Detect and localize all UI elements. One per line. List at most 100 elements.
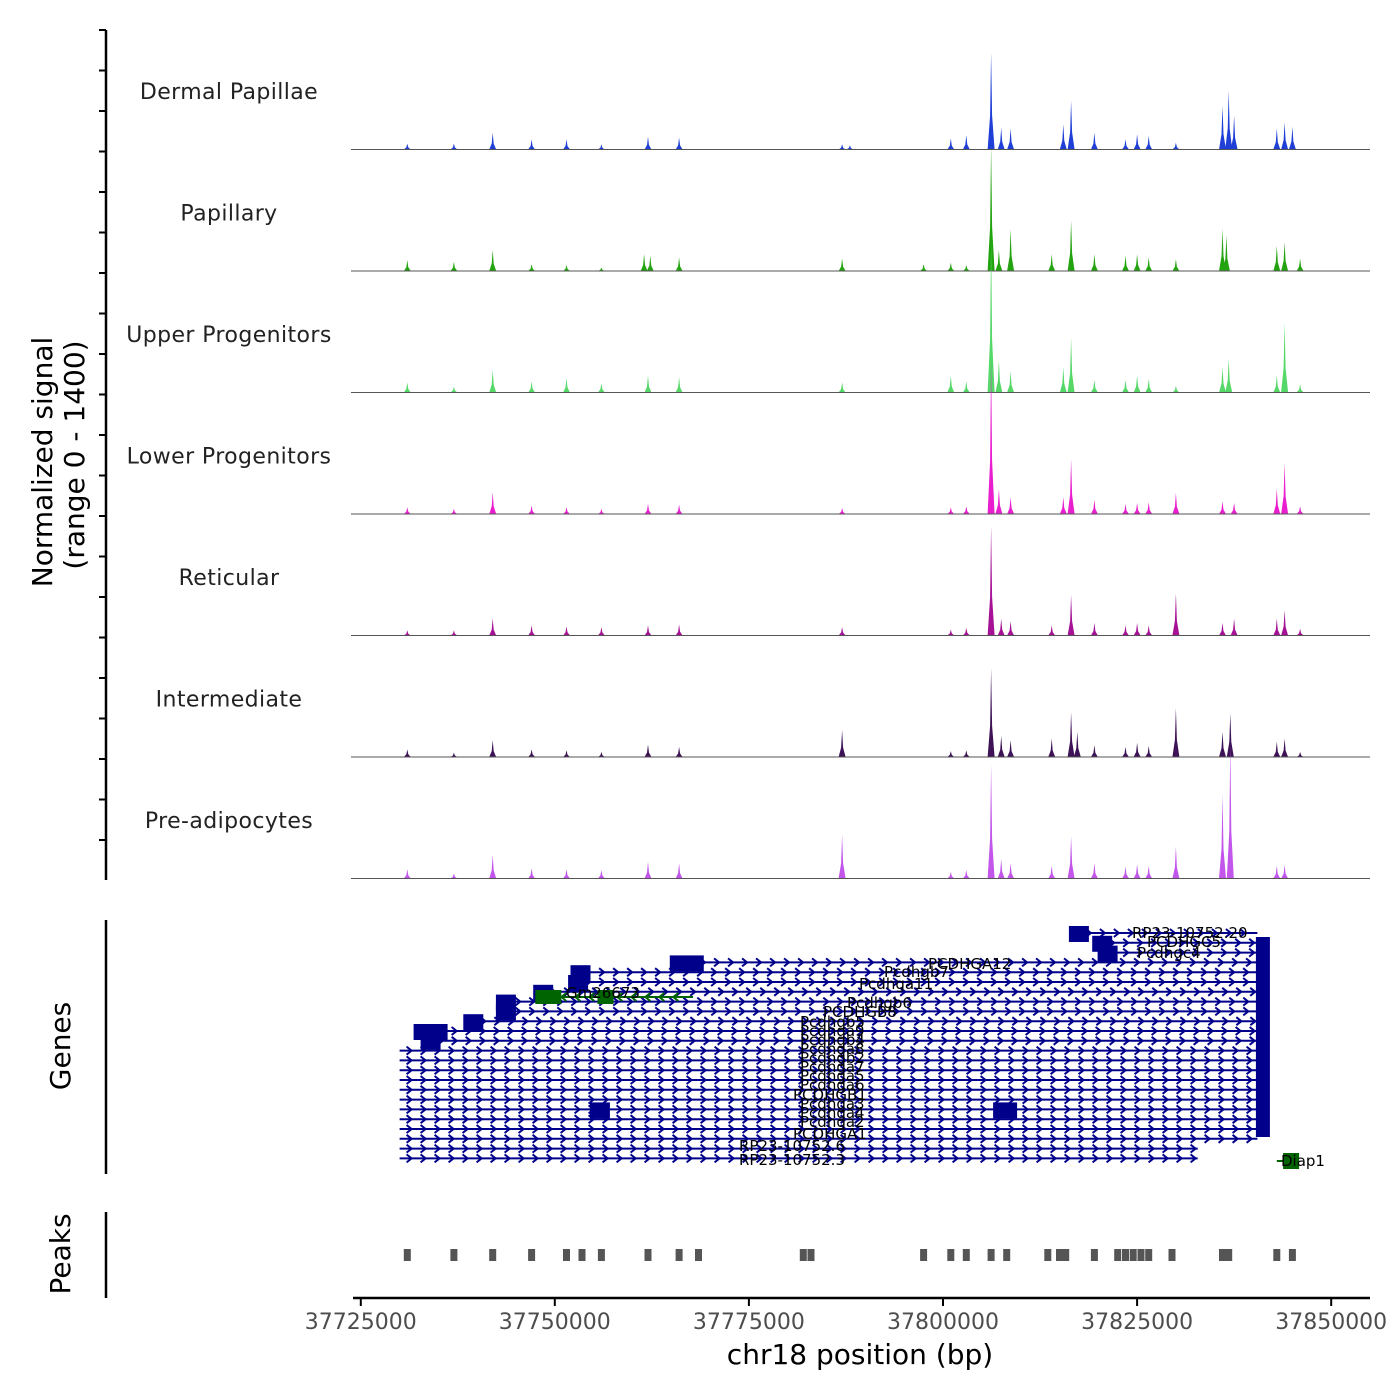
strand-chevron: [1077, 1045, 1086, 1056]
strand-chevron: [853, 957, 861, 968]
signal-peak: [987, 144, 995, 271]
signal-peak: [675, 746, 683, 757]
strand-chevron: [1119, 1114, 1128, 1124]
strand-chevron: [850, 996, 858, 1007]
strand-chevron: [825, 1094, 834, 1105]
strand-chevron: [661, 1036, 669, 1046]
strand-chevron: [783, 1104, 792, 1115]
strand-chevron: [405, 1045, 414, 1056]
strand-chevron: [843, 1026, 851, 1036]
strand-chevron: [1175, 1094, 1184, 1105]
signal-peak: [987, 240, 995, 393]
strand-chevron: [433, 1114, 442, 1124]
strand-chevron: [573, 1085, 582, 1095]
strand-chevron: [1077, 1124, 1086, 1134]
transcript: [399, 1153, 1198, 1164]
strand-chevron: [1192, 947, 1200, 958]
strand-chevron: [895, 1055, 904, 1066]
strand-chevron: [1161, 1085, 1170, 1095]
signal-peak: [1219, 105, 1226, 150]
strand-chevron: [643, 1094, 652, 1105]
strand-chevron: [990, 996, 998, 1007]
strand-chevron: [573, 1045, 582, 1056]
signal-peak: [1048, 865, 1056, 879]
strand-chevron: [475, 1065, 484, 1075]
strand-chevron: [741, 1094, 750, 1105]
strand-chevron: [601, 1065, 610, 1075]
signal-peak: [489, 492, 497, 514]
strand-chevron: [584, 996, 592, 1007]
strand-chevron: [1161, 1143, 1170, 1154]
strand-chevron: [1119, 1055, 1128, 1066]
strand-chevron: [703, 987, 711, 997]
strand-chevron: [1189, 1143, 1198, 1154]
peak-region: [489, 1249, 497, 1261]
strand-chevron: [1004, 977, 1012, 987]
strand-chevron: [521, 1036, 529, 1046]
gene-label: PCDHGA1: [793, 1125, 867, 1143]
strand-chevron: [738, 1006, 746, 1017]
signal-peak: [1133, 742, 1141, 757]
strand-chevron: [951, 1085, 960, 1095]
signal-peak: [1090, 622, 1098, 636]
strand-chevron: [615, 1094, 624, 1105]
strand-chevron: [878, 967, 886, 977]
strand-chevron: [549, 1036, 557, 1046]
strand-chevron: [1133, 957, 1141, 968]
strand-chevron: [710, 1006, 718, 1017]
strand-chevron: [1220, 938, 1228, 948]
strand-chevron: [703, 1016, 711, 1026]
strand-chevron: [937, 1143, 946, 1154]
strand-chevron: [1144, 996, 1152, 1007]
strand-chevron: [1175, 1045, 1184, 1056]
strand-chevron: [1203, 957, 1211, 968]
strand-chevron: [1067, 1026, 1075, 1036]
strand-chevron: [696, 1006, 704, 1017]
strand-chevron: [825, 1055, 834, 1066]
strand-chevron: [1053, 1026, 1061, 1036]
strand-chevron: [1175, 957, 1183, 968]
strand-chevron: [619, 1036, 627, 1046]
strand-chevron: [503, 1065, 512, 1075]
strand-chevron: [671, 1094, 680, 1105]
strand-chevron: [755, 1055, 764, 1066]
strand-chevron: [654, 1006, 662, 1017]
strand-chevron: [839, 1085, 848, 1095]
strand-chevron: [1091, 1134, 1100, 1144]
strand-chevron: [587, 1124, 596, 1134]
signal-peak: [640, 254, 648, 271]
strand-chevron: [923, 1153, 932, 1164]
strand-chevron: [549, 1016, 557, 1026]
strand-chevron: [759, 987, 767, 997]
strand-chevron: [843, 1016, 851, 1026]
strand-chevron: [1091, 1085, 1100, 1095]
strand-chevron: [899, 1016, 907, 1026]
strand-chevron: [878, 977, 886, 987]
strand-chevron: [769, 1143, 778, 1154]
strand-chevron: [1105, 957, 1113, 968]
strand-chevron: [654, 967, 662, 977]
strand-chevron: [1049, 1124, 1058, 1134]
strand-chevron: [717, 987, 725, 997]
strand-chevron: [881, 1143, 890, 1154]
strand-chevron: [643, 1045, 652, 1056]
strand-chevron: [629, 1134, 638, 1144]
signal-peak: [1067, 220, 1075, 271]
strand-chevron: [1035, 1104, 1044, 1115]
strand-chevron: [1021, 1055, 1030, 1066]
strand-chevron: [1193, 1016, 1201, 1026]
strand-chevron: [633, 1026, 641, 1036]
strand-chevron: [853, 1094, 862, 1105]
strand-chevron: [934, 996, 942, 1007]
strand-chevron: [1144, 1006, 1152, 1017]
strand-chevron: [941, 987, 949, 997]
signal-peak: [1048, 738, 1056, 757]
strand-chevron: [993, 1114, 1002, 1124]
peak-region: [1122, 1249, 1129, 1261]
strand-chevron: [1225, 928, 1233, 938]
strand-chevron: [685, 1153, 694, 1164]
strand-chevron: [843, 987, 851, 997]
strand-chevron: [951, 1134, 960, 1144]
strand-chevron: [1189, 1153, 1198, 1164]
